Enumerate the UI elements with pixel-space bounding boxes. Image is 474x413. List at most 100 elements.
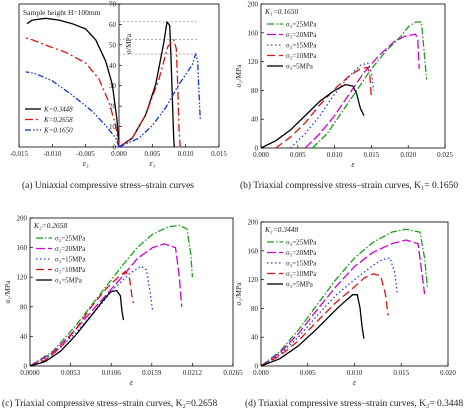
x-tick-label-c: 0.0053 bbox=[61, 369, 81, 377]
caption-c: (c) Triaxial compressive stress–strain c… bbox=[2, 399, 218, 409]
x-tick-label-d: 0.015 bbox=[393, 369, 409, 377]
x-tick-label-d: 0.020 bbox=[440, 369, 456, 377]
series-line-d-4 bbox=[260, 294, 365, 367]
series-line-a-5 bbox=[25, 71, 120, 148]
y-tick-label-d: 200 bbox=[248, 219, 259, 227]
x-tick-label-d: 0.005 bbox=[300, 369, 316, 377]
y-axis-label-b: σ₁/MPa bbox=[234, 64, 243, 88]
x-tick-label-c: 0.0106 bbox=[102, 369, 122, 377]
x-tick-label-b: 0.005 bbox=[290, 151, 306, 159]
legend-label-a: K=0.1650 bbox=[43, 127, 73, 135]
x-axis-label-right-a: ε₁ bbox=[149, 159, 155, 168]
x-tick-label-d: 0.010 bbox=[347, 369, 363, 377]
x-tick-label-a: -0.015 bbox=[10, 150, 29, 158]
legend-label-d: σ₃=10MPa bbox=[286, 270, 317, 278]
series-line-b-0 bbox=[312, 21, 428, 149]
plot-frame-b bbox=[260, 3, 446, 149]
y-tick-label-b: 80 bbox=[251, 87, 259, 95]
series-line-c-3 bbox=[29, 270, 135, 367]
series-line-a-4 bbox=[118, 53, 201, 148]
y-tick-label-c: 200 bbox=[17, 215, 28, 223]
x-tick-label-a: 0.000 bbox=[111, 150, 127, 158]
x-tick-label-b: 0.015 bbox=[364, 151, 380, 159]
series-line-d-3 bbox=[260, 273, 389, 367]
x-tick-label-d: 0.000 bbox=[253, 369, 269, 377]
legend-label-b: σ₃=20MPa bbox=[286, 31, 317, 39]
y-tick-label-b: 160 bbox=[248, 29, 259, 37]
annotation-a: Sample height H=100mm bbox=[23, 8, 101, 17]
x-tick-label-b: 0.000 bbox=[253, 151, 269, 159]
x-tick-label-b: 0.020 bbox=[400, 151, 416, 159]
y-tick-label-c: 160 bbox=[17, 244, 28, 252]
x-tick-label-a: 0.005 bbox=[144, 150, 160, 158]
y-tick-label-b: 120 bbox=[248, 58, 259, 66]
x-tick-label-a: 0.015 bbox=[211, 150, 227, 158]
legend-label-b: σ₃=15MPa bbox=[286, 42, 317, 50]
x-axis-label-c: ε bbox=[130, 378, 134, 387]
x-tick-label-c: 0.0159 bbox=[142, 369, 162, 377]
caption-d: (d) Triaxial compressive stress–strain c… bbox=[245, 399, 464, 409]
series-line-b-1 bbox=[304, 33, 420, 149]
y-tick-label-a: 70 bbox=[109, 1, 117, 9]
caption-a: (a) Uniaxial compressive stress–strain c… bbox=[22, 181, 195, 191]
annotation-d: K₃=0.3448 bbox=[264, 225, 299, 234]
legend-label-c: σ₃=25MPa bbox=[55, 235, 86, 243]
y-axis-label-c: σ₁/MPa bbox=[3, 280, 12, 304]
legend-label-b: σ₃=10MPa bbox=[286, 52, 317, 60]
series-line-b-4 bbox=[260, 83, 365, 149]
x-axis-label-d: ε bbox=[353, 378, 357, 387]
series-line-b-3 bbox=[275, 66, 373, 149]
y-tick-label-a: 20 bbox=[109, 103, 117, 111]
y-tick-label-d: 160 bbox=[248, 247, 259, 255]
annotation-b: K₁=0.1650 bbox=[264, 7, 299, 16]
legend-label-c: σ₃=10MPa bbox=[55, 266, 86, 274]
series-line-c-0 bbox=[29, 224, 194, 367]
y-tick-label-c: 120 bbox=[17, 274, 28, 282]
x-tick-label-b: 0.010 bbox=[327, 151, 343, 159]
legend-label-c: σ₃=5MPa bbox=[55, 277, 83, 285]
legend-label-c: σ₃=20MPa bbox=[55, 245, 86, 253]
legend-label-d: σ₃=5MPa bbox=[286, 281, 314, 289]
y-tick-label-a: 40 bbox=[109, 62, 117, 70]
x-axis-label-left-a: ε₃ bbox=[83, 159, 89, 168]
y-tick-label-a: 50 bbox=[109, 41, 117, 49]
x-tick-label-c: 0.0212 bbox=[183, 369, 203, 377]
series-line-c-4 bbox=[29, 289, 125, 367]
plot-frame-c bbox=[29, 217, 234, 367]
series-line-a-3 bbox=[25, 37, 120, 148]
series-line-a-2 bbox=[118, 39, 181, 148]
y-tick-label-d: 0 bbox=[255, 363, 259, 371]
x-tick-label-a: -0.005 bbox=[77, 150, 96, 158]
y-tick-label-c: 80 bbox=[20, 303, 28, 311]
x-tick-label-a: -0.010 bbox=[43, 150, 62, 158]
y-tick-label-d: 40 bbox=[251, 334, 259, 342]
y-axis-label-a: σ/MPa bbox=[124, 33, 133, 54]
x-tick-label-b: 0.025 bbox=[437, 151, 453, 159]
y-tick-label-a: 10 bbox=[109, 123, 117, 131]
x-tick-label-c: 0.0265 bbox=[223, 369, 243, 377]
y-tick-label-d: 120 bbox=[248, 276, 259, 284]
series-line-d-2 bbox=[260, 257, 399, 367]
y-tick-label-a: 60 bbox=[109, 21, 117, 29]
y-tick-label-b: 0 bbox=[255, 145, 259, 153]
legend-label-d: σ₃=20MPa bbox=[286, 249, 317, 257]
y-tick-label-a: 0 bbox=[113, 144, 117, 152]
y-tick-label-b: 200 bbox=[248, 1, 259, 9]
x-axis-label-b: ε bbox=[351, 160, 355, 169]
x-tick-label-c: 0.0000 bbox=[20, 369, 40, 377]
y-tick-label-c: 0 bbox=[24, 363, 28, 371]
legend-label-b: σ₃=5MPa bbox=[286, 63, 314, 71]
y-axis-label-d: σ₁/MPa bbox=[234, 282, 243, 306]
y-tick-label-b: 40 bbox=[251, 116, 259, 124]
legend-label-a: K=0.3448 bbox=[43, 106, 73, 114]
caption-b: (b) Triaxial compressive stress–strain c… bbox=[240, 181, 459, 191]
y-tick-label-d: 80 bbox=[251, 305, 259, 313]
x-tick-label-a: 0.010 bbox=[178, 150, 194, 158]
legend-label-b: σ₃=25MPa bbox=[286, 21, 317, 29]
legend-label-d: σ₃=25MPa bbox=[286, 239, 317, 247]
series-line-d-0 bbox=[260, 228, 429, 367]
series-line-d-1 bbox=[260, 239, 426, 367]
legend-label-c: σ₃=15MPa bbox=[55, 256, 86, 264]
